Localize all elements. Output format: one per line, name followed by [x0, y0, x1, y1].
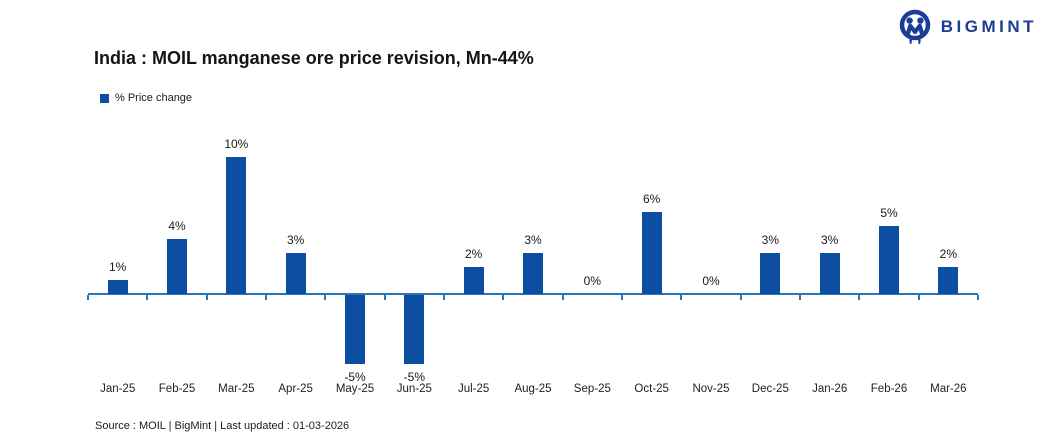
x-axis-label-Sep-25: Sep-25 [573, 383, 611, 395]
x-axis-tick [87, 295, 89, 300]
x-axis-tick [502, 295, 505, 300]
legend-label: % Price change [115, 92, 193, 104]
x-axis-line [88, 293, 978, 295]
bar-Jan-26 [819, 252, 840, 294]
x-axis-tick [917, 295, 920, 300]
x-axis-tick [205, 295, 208, 300]
x-axis-tick [858, 295, 861, 300]
x-axis-tick [561, 295, 564, 300]
bigmint-logo: BIGMINT [897, 8, 1037, 46]
x-axis-tick [680, 295, 683, 300]
bar-Mar-26 [938, 266, 959, 294]
x-axis-tick [977, 295, 979, 300]
x-axis-label-Mar-26: Mar-26 [930, 383, 967, 395]
x-axis-tick [146, 295, 149, 300]
bar-Jul-25 [463, 266, 484, 294]
bar-value-label: 2% [464, 246, 483, 261]
bar-value-label: 4% [168, 219, 186, 234]
x-axis-label-Nov-25: Nov-25 [692, 383, 730, 395]
bar-value-label: -5% [344, 369, 366, 384]
bar-Jan-25 [107, 280, 128, 294]
x-axis-label-Jan-25: Jan-25 [100, 383, 136, 395]
bar-Oct-25 [641, 211, 662, 294]
x-axis-label-May-25: May-25 [335, 383, 375, 395]
bar-Feb-26 [879, 225, 899, 294]
bar-value-label: 5% [880, 205, 898, 220]
bar-value-label: 3% [286, 232, 305, 247]
legend-swatch-icon [100, 93, 109, 103]
bar-value-label: 3% [524, 232, 542, 247]
x-axis-label-Feb-26: Feb-26 [870, 383, 908, 395]
bar-value-label: 0% [583, 274, 601, 288]
x-axis-label-Jun-25: Jun-25 [396, 383, 432, 395]
bar-value-label: 2% [939, 246, 957, 261]
x-axis-label-Aug-25: Aug-25 [514, 383, 552, 395]
x-axis-tick [739, 295, 742, 300]
bigmint-logo-text: BIGMINT [940, 17, 1037, 36]
x-axis-label-Jan-26: Jan-26 [812, 383, 848, 395]
bar-Apr-25 [285, 252, 306, 294]
bar-value-label: 1% [108, 260, 127, 275]
x-axis-tick [265, 295, 267, 300]
x-axis-tick [383, 295, 386, 300]
bar-Feb-25 [167, 239, 187, 294]
bar-Dec-25 [760, 252, 781, 294]
bar-Jun-25 [404, 295, 425, 364]
bar-Aug-25 [523, 252, 543, 294]
bar-value-label: 3% [761, 232, 779, 247]
x-axis-label-Jul-25: Jul-25 [457, 383, 490, 395]
bar-value-label: 0% [702, 274, 720, 288]
x-axis-tick [443, 295, 445, 300]
chart-legend: % Price change [100, 92, 192, 104]
x-axis-tick [324, 295, 327, 300]
x-axis-label-Apr-25: Apr-25 [278, 383, 313, 395]
bar-value-label: 6% [642, 191, 661, 206]
x-axis-label-Dec-25: Dec-25 [751, 383, 789, 395]
x-axis-label-Feb-25: Feb-25 [158, 383, 196, 395]
bar-value-label: -5% [403, 369, 425, 384]
x-axis-label-Mar-25: Mar-25 [218, 383, 255, 395]
bar-May-25 [345, 295, 365, 364]
source-note: Source : MOIL | BigMint | Last updated :… [95, 420, 350, 432]
bar-value-label: 10% [224, 137, 249, 151]
x-axis-label-Oct-25: Oct-25 [634, 383, 669, 395]
chart-title: India : MOIL manganese ore price revisio… [94, 48, 534, 68]
bigmint-logo-icon [899, 9, 930, 44]
x-axis-tick [799, 295, 801, 300]
bar-value-label: 3% [820, 232, 839, 247]
x-axis-tick [621, 295, 623, 300]
bar-Mar-25 [226, 157, 247, 294]
